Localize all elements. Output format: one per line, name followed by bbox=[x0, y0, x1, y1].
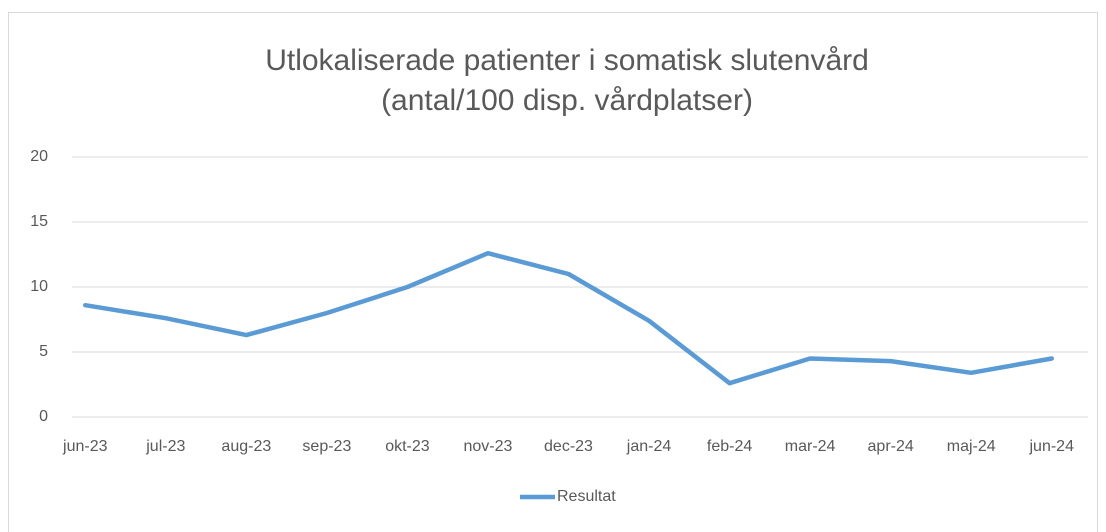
data-line bbox=[83, 250, 1054, 386]
x-tick-label: nov-23 bbox=[464, 438, 513, 455]
legend-label: Resultat bbox=[557, 488, 616, 505]
chart-title: Utlokaliserade patienter i somatisk slut… bbox=[265, 44, 869, 77]
x-tick-label: jun-23 bbox=[62, 438, 108, 455]
x-tick-label: jun-24 bbox=[1028, 438, 1074, 455]
y-tick-label: 0 bbox=[39, 408, 48, 425]
chart-title: (antal/100 disp. vårdplatser) bbox=[381, 84, 753, 117]
y-tick-label: 5 bbox=[39, 343, 48, 360]
x-tick-label: maj-24 bbox=[947, 438, 996, 455]
y-tick-label: 10 bbox=[30, 278, 48, 295]
y-tick-label: 15 bbox=[30, 213, 48, 230]
x-tick-label: mar-24 bbox=[785, 438, 836, 455]
x-tick-label: apr-24 bbox=[868, 438, 914, 455]
x-tick-label: sep-23 bbox=[302, 438, 351, 455]
x-tick-label: feb-24 bbox=[707, 438, 752, 455]
y-tick-label: 20 bbox=[30, 148, 48, 165]
x-tick-label: dec-23 bbox=[544, 438, 593, 455]
x-tick-label: jul-23 bbox=[145, 438, 185, 455]
x-tick-label: jan-24 bbox=[626, 438, 672, 455]
x-tick-label: aug-23 bbox=[221, 438, 271, 455]
x-tick-label: okt-23 bbox=[385, 438, 430, 455]
